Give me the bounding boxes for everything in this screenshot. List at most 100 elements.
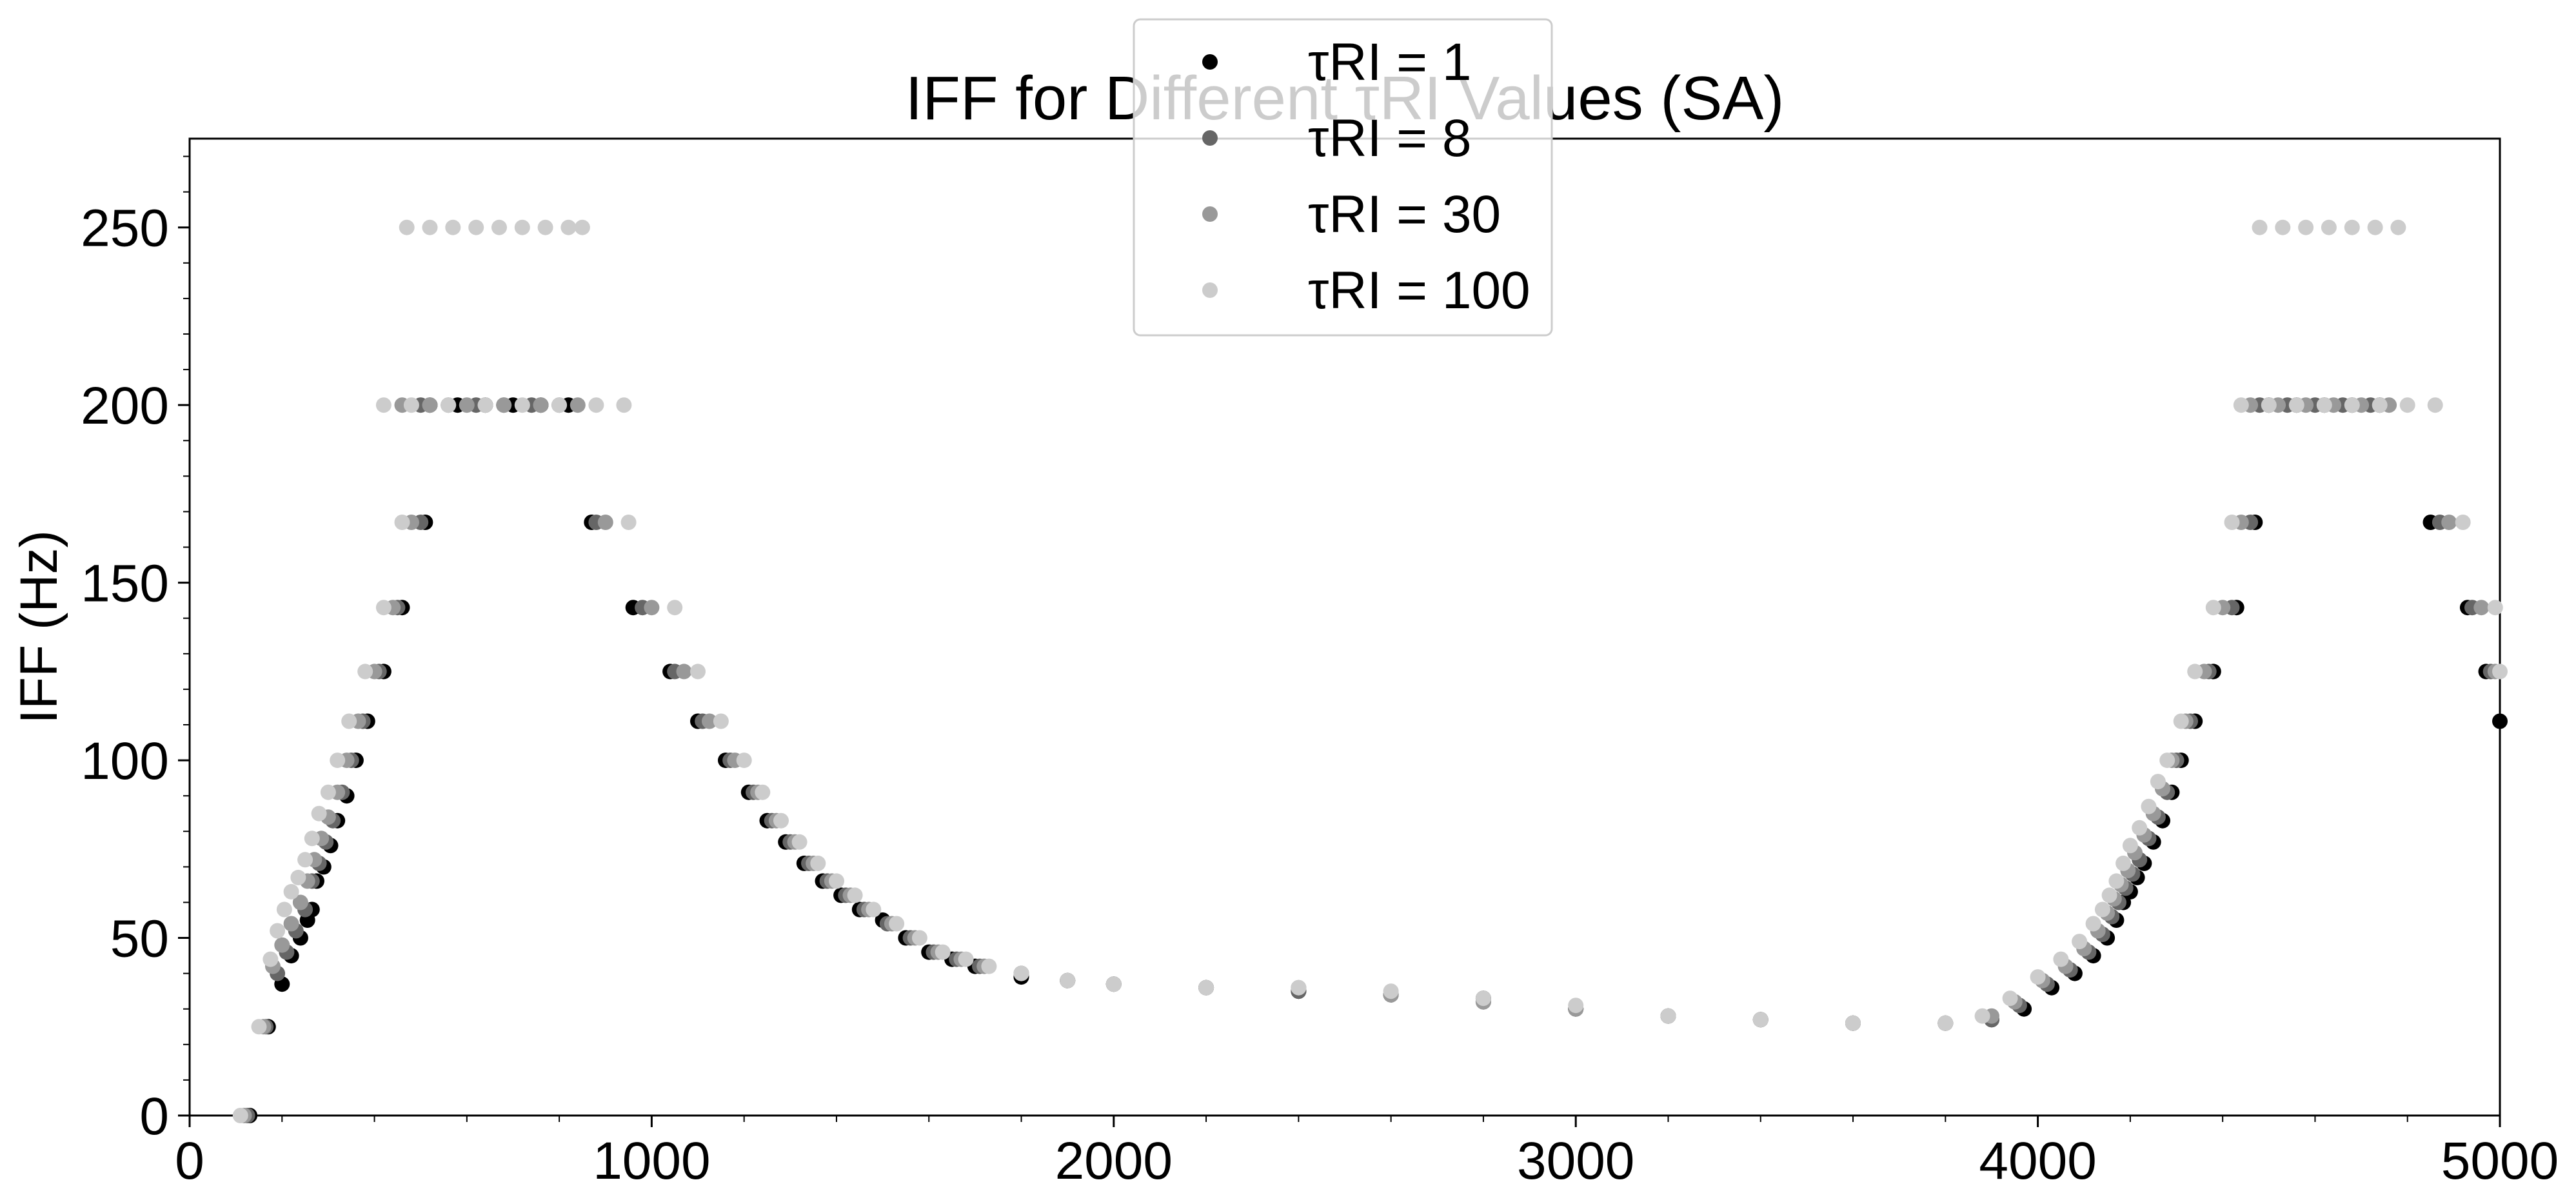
data-points xyxy=(232,219,2508,1123)
data-point xyxy=(2002,990,2018,1007)
data-point xyxy=(620,515,637,530)
data-point xyxy=(2233,397,2249,413)
data-point xyxy=(422,219,438,235)
data-point xyxy=(311,805,327,821)
data-point xyxy=(597,515,613,530)
data-point xyxy=(2108,873,2125,889)
data-point xyxy=(560,219,577,235)
legend-label: τRI = 8 xyxy=(1308,109,1471,168)
data-point xyxy=(2141,798,2157,814)
data-point xyxy=(2427,397,2443,413)
data-point xyxy=(270,923,286,939)
data-point xyxy=(357,664,373,680)
data-point xyxy=(375,600,391,616)
data-point xyxy=(399,219,415,235)
data-point xyxy=(2173,713,2189,729)
data-point xyxy=(690,664,706,680)
data-point xyxy=(1291,979,1307,996)
data-point xyxy=(441,397,457,413)
data-point xyxy=(1198,979,1214,996)
data-point xyxy=(616,397,632,413)
data-point xyxy=(1105,976,1122,992)
data-point xyxy=(514,397,530,413)
data-point xyxy=(2115,855,2132,871)
x-axis-ticks: 0 1000 2000 3000 4000 5000 xyxy=(175,1116,2559,1190)
legend-box xyxy=(1133,18,1553,337)
data-point xyxy=(2492,713,2508,729)
data-point xyxy=(2455,515,2471,530)
y-tick-label: 50 xyxy=(110,910,169,969)
data-point xyxy=(394,515,410,530)
data-point xyxy=(644,600,660,616)
data-point xyxy=(290,869,306,885)
data-point xyxy=(2072,934,2088,950)
data-point xyxy=(2487,600,2503,616)
data-point xyxy=(276,901,292,918)
data-point xyxy=(375,397,391,413)
legend-marker xyxy=(1202,282,1218,298)
data-point xyxy=(2390,219,2406,235)
data-point xyxy=(1013,965,1029,981)
data-point xyxy=(2372,397,2388,413)
legend-label: τRI = 100 xyxy=(1308,261,1531,320)
y-axis-minor-ticks xyxy=(183,155,190,1081)
x-tick-label: 1000 xyxy=(593,1132,710,1190)
data-point xyxy=(2159,752,2175,769)
data-point xyxy=(283,916,299,932)
x-tick-label: 5000 xyxy=(2441,1132,2559,1190)
data-point xyxy=(283,883,299,900)
y-tick-label: 0 xyxy=(139,1087,169,1146)
x-tick-label: 2000 xyxy=(1055,1132,1173,1190)
data-point xyxy=(496,397,512,413)
legend-label: τRI = 1 xyxy=(1308,33,1471,92)
data-point xyxy=(2473,600,2490,616)
legend-marker xyxy=(1202,206,1218,222)
data-point xyxy=(935,944,951,960)
data-point xyxy=(491,219,507,235)
data-point xyxy=(713,713,729,729)
data-point xyxy=(2344,397,2360,413)
data-point xyxy=(570,397,586,413)
data-point xyxy=(2275,219,2291,235)
data-point xyxy=(2101,887,2117,903)
data-point xyxy=(2205,600,2221,616)
data-point xyxy=(588,397,604,413)
data-point xyxy=(2150,774,2166,790)
y-axis-label: IFF (Hz) xyxy=(10,530,68,724)
data-point xyxy=(2252,219,2268,235)
data-point xyxy=(341,713,357,729)
data-point xyxy=(533,397,549,413)
data-point xyxy=(1845,1015,1861,1031)
data-point xyxy=(514,219,530,235)
data-point xyxy=(2492,664,2508,680)
data-point xyxy=(304,831,320,847)
data-point xyxy=(810,855,826,871)
data-point xyxy=(1974,1008,1990,1024)
data-point xyxy=(847,887,863,903)
data-point xyxy=(755,784,771,800)
data-point xyxy=(958,951,974,967)
data-point xyxy=(667,600,683,616)
data-point xyxy=(297,852,313,868)
x-tick-label: 3000 xyxy=(1517,1132,1634,1190)
x-tick-label: 0 xyxy=(175,1132,204,1190)
data-point xyxy=(1060,972,1076,989)
data-point xyxy=(2321,219,2337,235)
data-point xyxy=(459,397,475,413)
data-point xyxy=(1660,1008,1676,1024)
legend-label: τRI = 30 xyxy=(1308,185,1501,244)
data-point xyxy=(2298,219,2314,235)
data-point xyxy=(2085,916,2101,932)
data-point xyxy=(574,219,590,235)
data-point xyxy=(2316,397,2332,413)
data-point xyxy=(2122,838,2138,854)
series-4 xyxy=(232,219,2508,1123)
data-point xyxy=(911,930,927,946)
data-point xyxy=(274,937,290,953)
y-tick-label: 200 xyxy=(81,377,169,435)
data-point xyxy=(1568,998,1584,1014)
y-tick-label: 100 xyxy=(81,732,169,791)
data-point xyxy=(2344,219,2360,235)
data-point xyxy=(477,397,493,413)
